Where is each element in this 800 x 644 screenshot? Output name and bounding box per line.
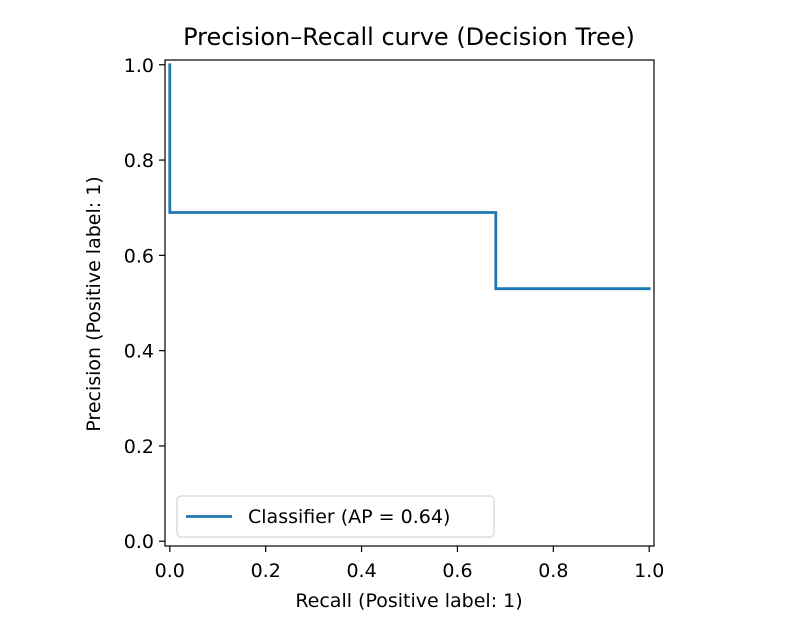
plot-area	[164, 59, 655, 547]
y-axis-ticks: 0.0 0.2 0.4 0.6 0.8 1.0	[124, 55, 165, 553]
x-axis-ticks: 0.0 0.2 0.4 0.6 0.8 1.0	[155, 546, 664, 582]
y-tick-label: 0.8	[124, 150, 154, 172]
x-tick-label: 0.6	[442, 560, 472, 582]
x-tick-label: 0.0	[155, 560, 185, 582]
y-tick-label: 0.6	[124, 245, 154, 267]
axes-frame	[164, 59, 655, 547]
x-axis-label: Recall (Positive label: 1)	[295, 590, 522, 612]
x-tick-label: 0.4	[346, 560, 376, 582]
chart-title: Precision–Recall curve (Decision Tree)	[183, 23, 635, 51]
legend-entry-label: Classifier (AP = 0.64)	[248, 506, 450, 528]
x-tick-label: 1.0	[634, 560, 664, 582]
y-tick-label: 1.0	[124, 55, 154, 77]
legend: Classifier (AP = 0.64)	[176, 495, 495, 538]
y-tick-label: 0.2	[124, 436, 154, 458]
x-tick-label: 0.2	[251, 560, 281, 582]
series-line-0	[168, 63, 651, 291]
y-tick-label: 0.0	[124, 531, 154, 553]
legend-box	[176, 495, 495, 538]
y-axis-label: Precision (Positive label: 1)	[83, 176, 105, 431]
y-tick-label: 0.4	[124, 341, 154, 363]
x-tick-label: 0.8	[538, 560, 568, 582]
